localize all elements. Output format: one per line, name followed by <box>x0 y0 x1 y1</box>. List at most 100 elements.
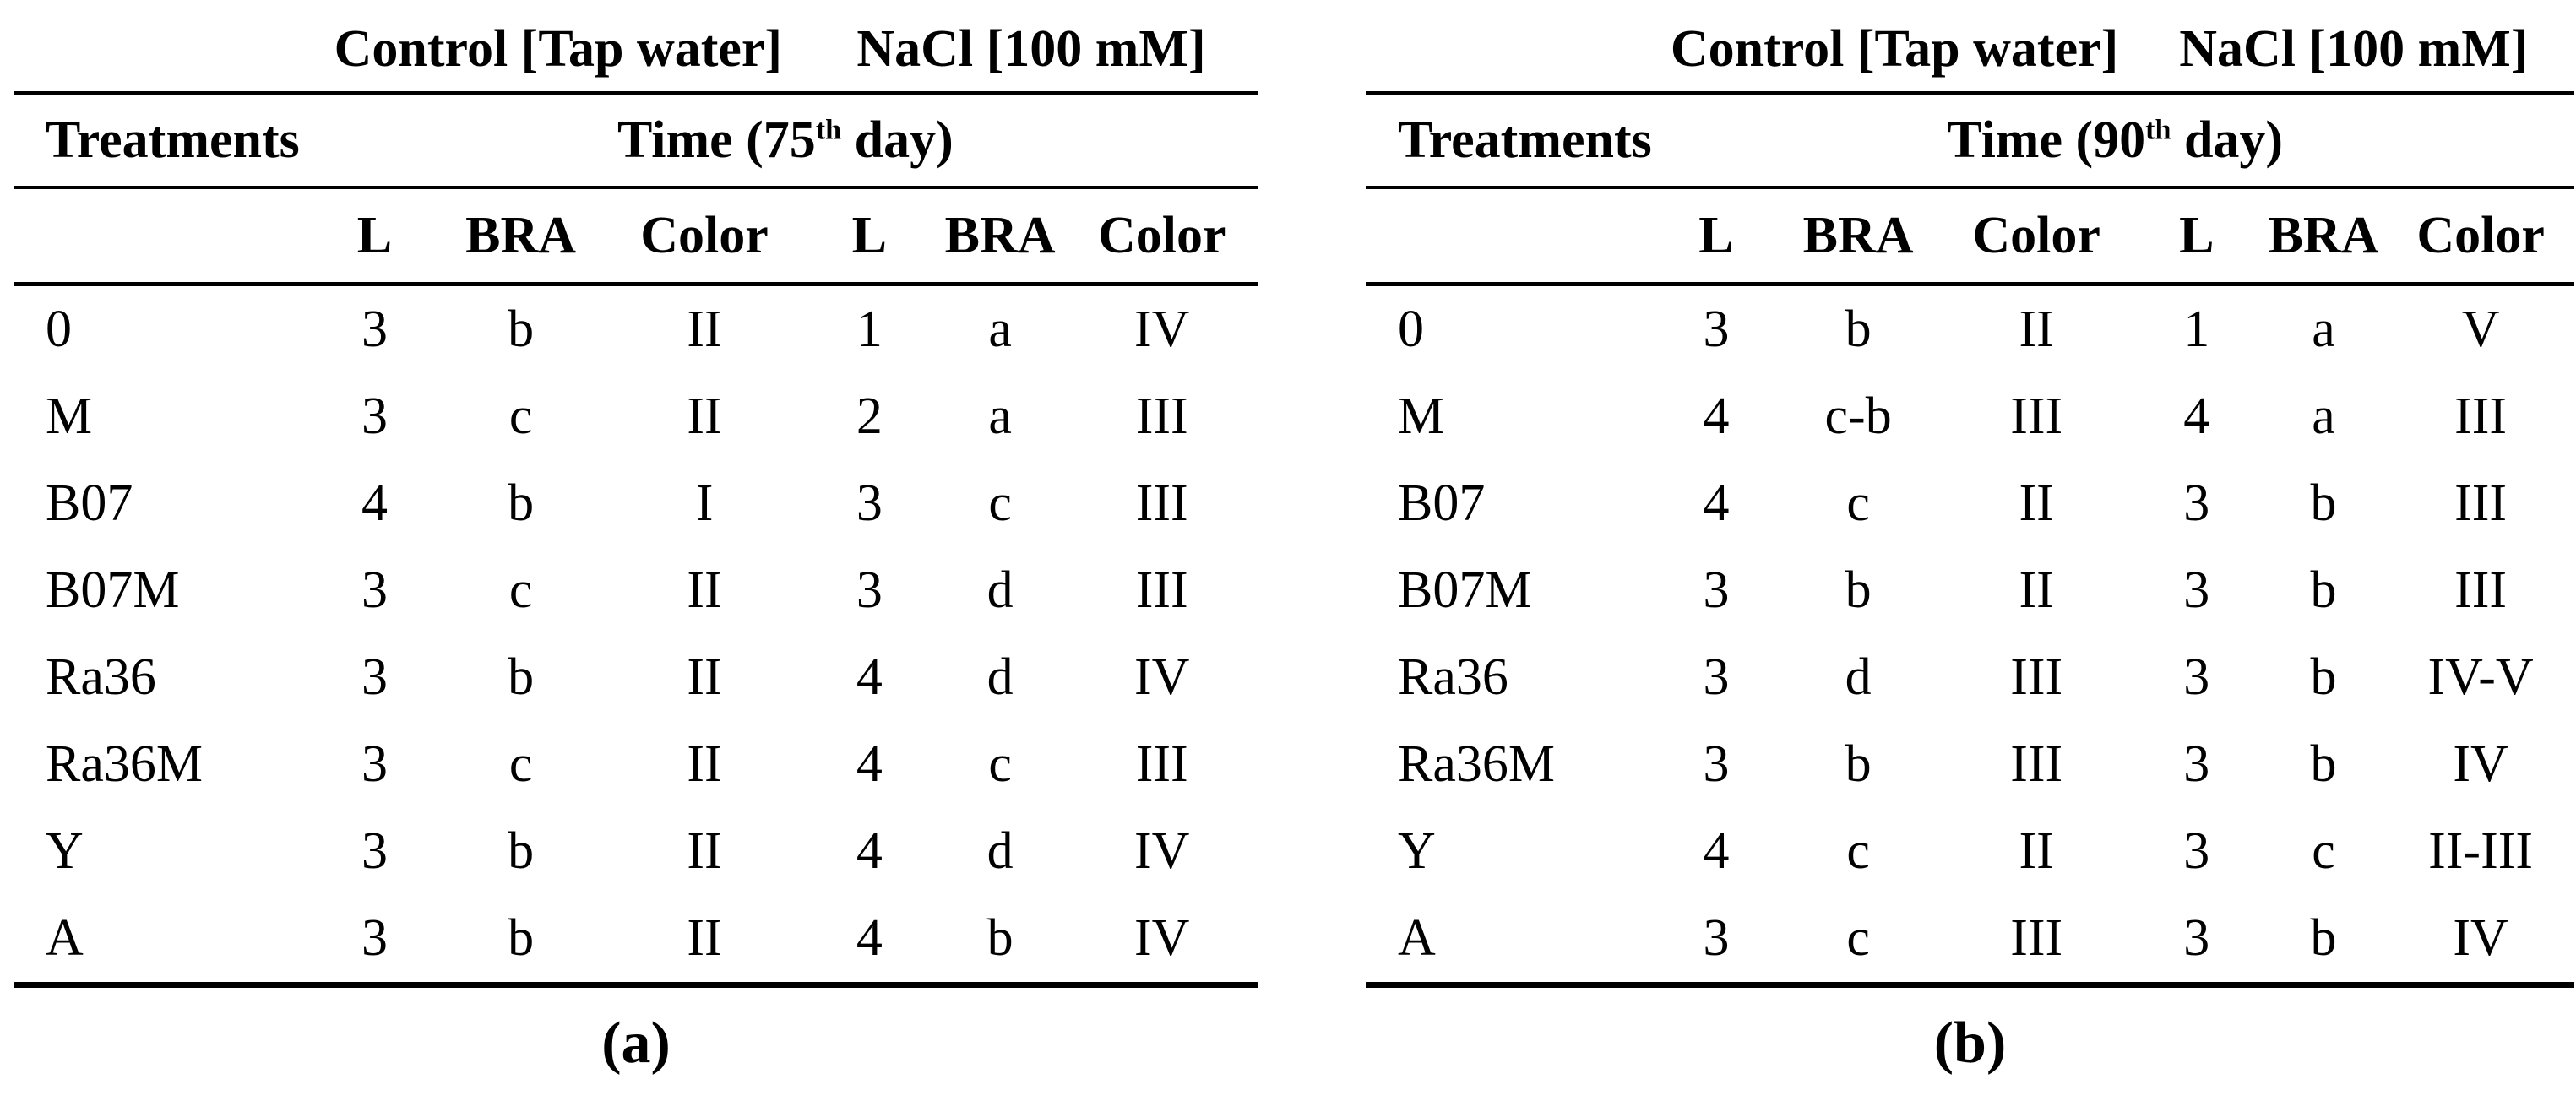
value-cell: II <box>2019 475 2054 532</box>
value-cell: II-III <box>2428 822 2534 880</box>
value-cell: c-b <box>1824 388 1892 445</box>
value-cell: 3 <box>2183 561 2210 619</box>
treatment-label: B07 <box>1398 475 1486 532</box>
col-header-color-nacl: Color <box>2387 187 2574 286</box>
value-cell: III <box>1135 561 1188 619</box>
table-row: B07M 3 c II 3 d III <box>14 547 1258 634</box>
value-cell: III <box>1135 735 1188 793</box>
value-cell: IV <box>1134 909 1190 967</box>
value-cell: II <box>687 561 722 619</box>
value-cell: III <box>2454 388 2508 445</box>
table-row: Y 3 b II 4 d IV <box>14 808 1258 895</box>
time-text-suffix: day) <box>841 111 954 169</box>
value-cell: 4 <box>1703 388 1730 445</box>
value-cell: b <box>986 909 1014 967</box>
value-cell: III <box>2010 909 2063 967</box>
value-cell: 3 <box>2183 822 2210 880</box>
value-cell: a <box>988 388 1012 445</box>
value-cell: b <box>2310 648 2337 706</box>
table-row: B07 4 c II 3 b III <box>1366 460 2574 547</box>
value-cell: b <box>508 475 535 532</box>
group-header-row: Control [Tap water] NaCl [100 mM] <box>14 7 1258 95</box>
value-cell: 4 <box>361 475 388 532</box>
col-header-color-control: Color <box>1939 187 2133 286</box>
value-cell: 3 <box>361 909 388 967</box>
value-cell: c <box>1846 475 1870 532</box>
value-cell: c <box>1846 822 1870 880</box>
value-cell: 4 <box>856 735 883 793</box>
value-cell: 3 <box>856 561 883 619</box>
table-row: B07 4 b I 3 c III <box>14 460 1258 547</box>
treatment-label: M <box>1398 388 1445 445</box>
time-header-row: Treatments Time (90th day) <box>1366 93 2574 189</box>
value-cell: III <box>2010 648 2063 706</box>
time-header: Time (75th day) <box>312 93 1258 189</box>
column-header-row: L BRA Color L BRA Color <box>14 187 1258 286</box>
value-cell: b <box>1845 301 1872 358</box>
empty-cell <box>14 7 312 95</box>
table-row: 0 3 b II 1 a V <box>1366 285 2574 374</box>
value-cell: 3 <box>2183 909 2210 967</box>
value-cell: b <box>508 648 535 706</box>
value-cell: d <box>986 648 1014 706</box>
panel-a: Control [Tap water] NaCl [100 mM] Treatm… <box>14 7 1258 1077</box>
table-row: Ra36M 3 c II 4 c III <box>14 721 1258 808</box>
value-cell: 3 <box>361 648 388 706</box>
col-header-l-nacl: L <box>2133 187 2260 286</box>
value-cell: b <box>2310 735 2337 793</box>
value-cell: 3 <box>2183 735 2210 793</box>
value-cell: II <box>687 301 722 358</box>
treatments-header: Treatments <box>1366 93 1656 189</box>
value-cell: 3 <box>2183 475 2210 532</box>
table-row: Ra36 3 d III 3 b IV-V <box>1366 634 2574 721</box>
col-header-color-nacl: Color <box>1065 187 1258 286</box>
group-header-nacl: NaCl [100 mM] <box>803 7 1258 95</box>
value-cell: b <box>508 301 535 358</box>
value-cell: 2 <box>856 388 883 445</box>
col-header-l-nacl: L <box>803 187 935 286</box>
treatment-label: 0 <box>46 301 72 358</box>
treatment-label: Y <box>1398 822 1436 880</box>
table-a: Control [Tap water] NaCl [100 mM] Treatm… <box>14 7 1258 988</box>
time-text: Time (75 <box>617 111 816 169</box>
table-row: M 3 c II 2 a III <box>14 373 1258 460</box>
value-cell: II <box>687 822 722 880</box>
time-text: Time (90 <box>1947 111 2146 169</box>
value-cell: 3 <box>1703 909 1730 967</box>
value-cell: 1 <box>2183 301 2210 358</box>
col-header-l-control: L <box>1655 187 1777 286</box>
value-cell: 3 <box>1703 561 1730 619</box>
treatment-label: B07M <box>1398 561 1532 619</box>
group-header-row: Control [Tap water] NaCl [100 mM] <box>1366 7 2574 95</box>
value-cell: IV <box>2453 909 2508 967</box>
value-cell: b <box>2310 475 2337 532</box>
value-cell: d <box>986 822 1014 880</box>
value-cell: 3 <box>1703 301 1730 358</box>
value-cell: IV <box>2453 735 2508 793</box>
value-cell: c <box>988 475 1012 532</box>
value-cell: d <box>1845 648 1872 706</box>
value-cell: 3 <box>361 822 388 880</box>
treatment-label: A <box>1398 909 1436 967</box>
treatment-label: Y <box>46 822 84 880</box>
time-superscript: th <box>815 113 842 145</box>
value-cell: IV-V <box>2427 648 2534 706</box>
value-cell: a <box>2312 388 2335 445</box>
value-cell: IV <box>1134 301 1190 358</box>
value-cell: 4 <box>1703 822 1730 880</box>
value-cell: b <box>508 822 535 880</box>
value-cell: 4 <box>856 909 883 967</box>
value-cell: 3 <box>361 388 388 445</box>
group-header-control: Control [Tap water] <box>1655 7 2133 95</box>
value-cell: b <box>1845 735 1872 793</box>
treatment-label: M <box>46 388 93 445</box>
treatment-label: Ra36M <box>46 735 203 793</box>
table-row: A 3 c III 3 b IV <box>1366 895 2574 985</box>
group-header-control: Control [Tap water] <box>312 7 804 95</box>
column-header-row: L BRA Color L BRA Color <box>1366 187 2574 286</box>
value-cell: IV <box>1134 822 1190 880</box>
value-cell: 3 <box>361 561 388 619</box>
col-header-bra-control: BRA <box>437 187 606 286</box>
value-cell: b <box>2310 561 2337 619</box>
value-cell: d <box>986 561 1014 619</box>
